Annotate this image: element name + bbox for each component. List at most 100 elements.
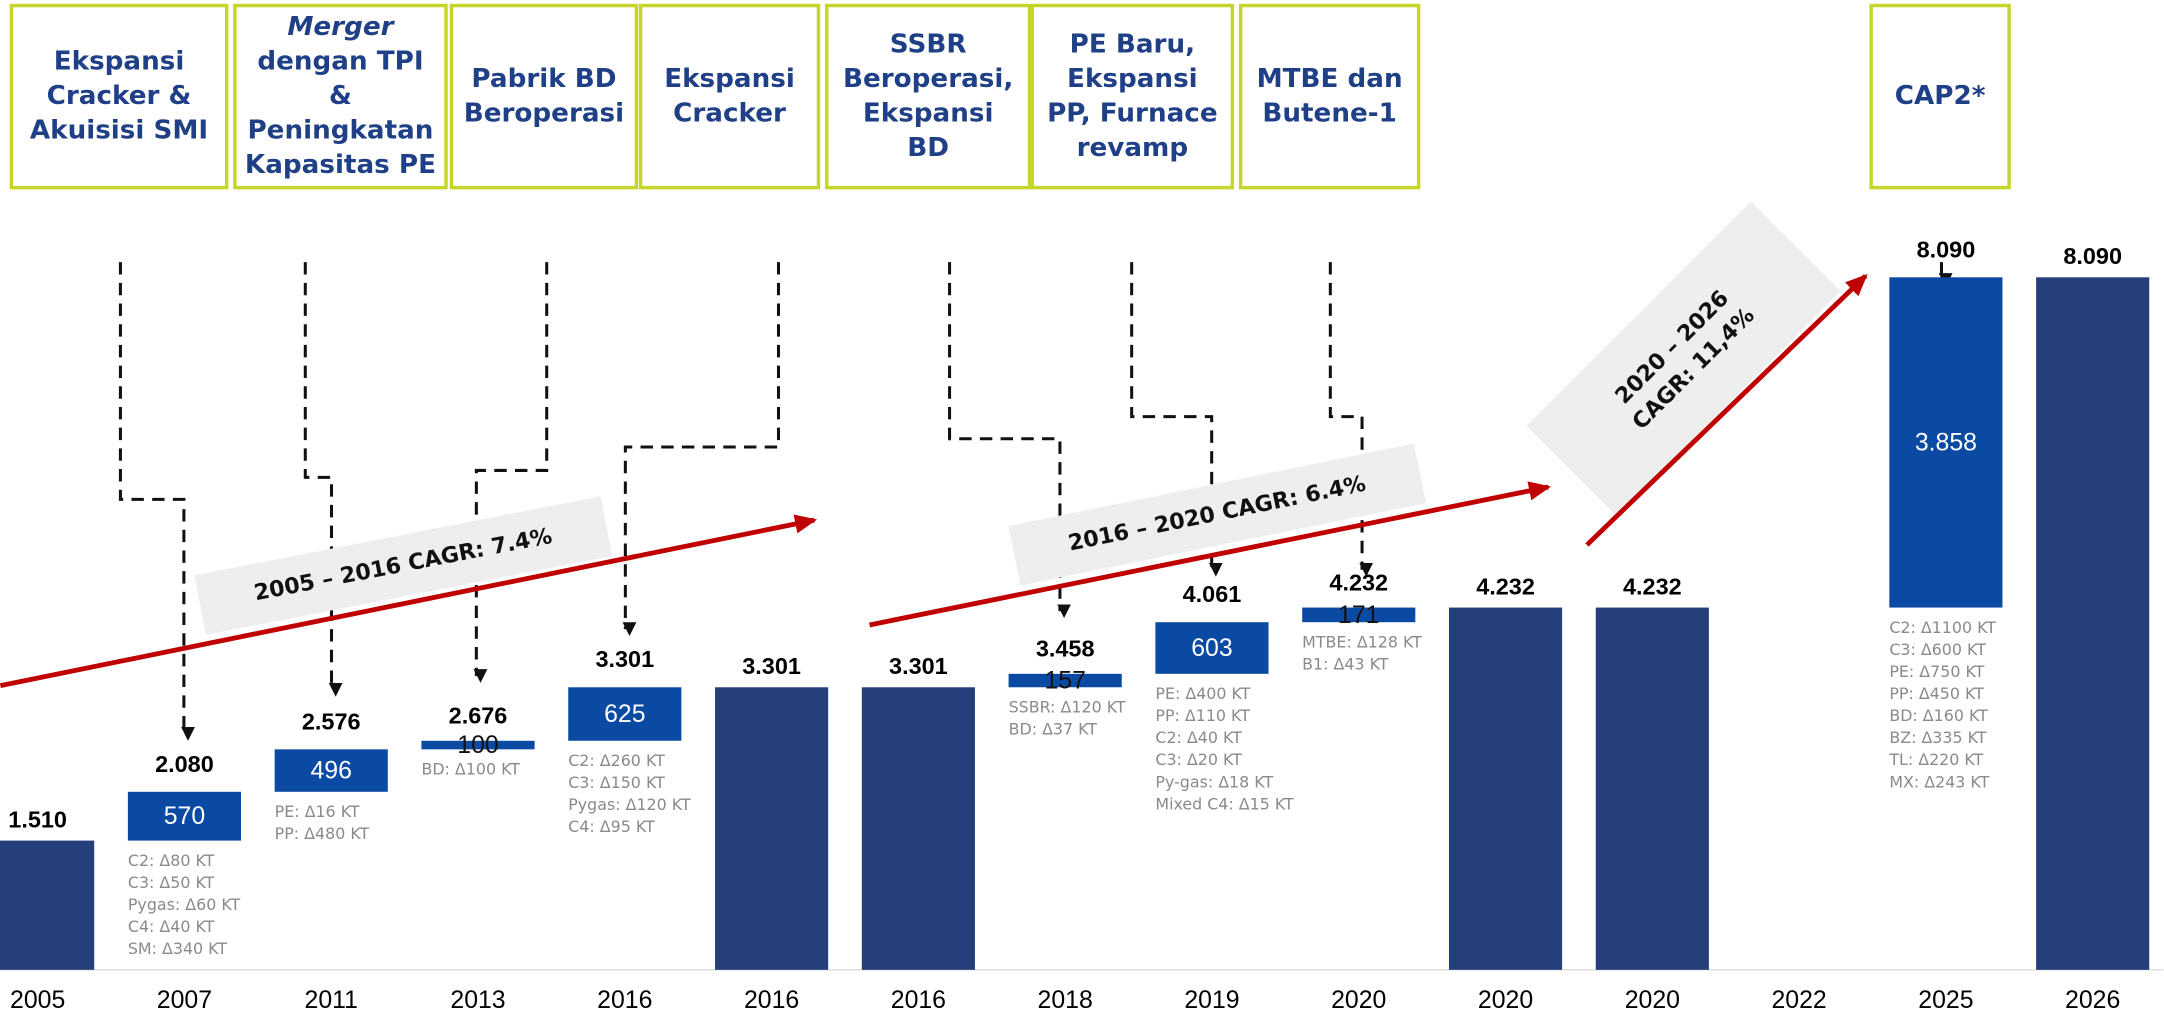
increment-label: 603 [1191,635,1232,662]
cagr-bg [1526,201,1841,516]
note: C4: Δ95 KT [568,817,655,836]
x-tick-label: 2019 [1184,987,1239,1014]
running-total-label: 2.080 [155,751,214,777]
milestone-box [638,3,821,190]
increment-label: 100 [457,732,498,759]
milestone-text: BD [907,133,949,163]
x-tick-label: 2016 [597,987,652,1014]
x-tick-label: 2013 [450,987,505,1014]
bar [0,840,95,970]
bar [127,791,242,841]
bar [861,687,975,970]
note: B1: Δ43 KT [1302,654,1389,673]
note: PE: Δ750 KT [1889,662,1984,681]
cagr-bg [1008,443,1427,586]
increment-label: 496 [311,758,352,785]
milestone-box [1869,3,2011,190]
bar [1155,622,1269,674]
milestone-text: Peningkatan [247,116,433,146]
note: SSBR: Δ120 KT [1009,697,1126,716]
bar [568,687,682,741]
bar [421,740,535,750]
note: BD: Δ100 KT [421,760,520,779]
total-label: 8.090 [2063,243,2122,269]
note: PE: Δ400 KT [1155,684,1250,703]
milestone-text: Butene-1 [1262,98,1396,128]
bar [1008,673,1122,688]
x-tick-label: 2022 [1771,987,1826,1014]
note: Pygas: Δ120 KT [568,795,691,814]
milestone-box [1030,3,1235,190]
note: BD: Δ37 KT [1009,720,1098,739]
note: C2: Δ260 KT [568,751,665,770]
milestone-text: Ekspansi [54,47,185,77]
x-tick-label: 2020 [1625,987,1680,1014]
milestone-text: SSBR [890,29,967,59]
x-tick-label: 2011 [305,987,358,1014]
connector [473,262,549,683]
milestone-text: Beroperasi, [843,64,1013,94]
bar [2036,277,2150,970]
note: SM: Δ340 KT [128,939,227,958]
total-label: 1.510 [8,806,67,832]
x-tick-label: 2005 [10,987,65,1014]
milestone-text: Pabrik BD [471,64,616,94]
milestone-text: Kapasitas PE [245,150,436,180]
milestone-text: Akuisisi SMI [30,116,208,146]
bar [1302,607,1416,623]
note: Py-gas: Δ18 KT [1155,772,1273,791]
milestone-box [825,3,1032,190]
connector [303,262,343,697]
running-total-label: 2.576 [302,708,361,734]
milestone-text: revamp [1077,133,1189,163]
note: C3: Δ600 KT [1889,640,1986,659]
bar [1595,607,1709,970]
milestone-text: Ekspansi [664,64,795,94]
milestone-text: Ekspansi [1067,64,1198,94]
milestone-text: MTBE dan [1257,64,1403,94]
note: PP: Δ480 KT [275,824,370,843]
running-total-label: 4.232 [1329,569,1388,595]
milestone-box [449,3,639,190]
milestone-text: CAP2* [1895,81,1986,111]
x-tick-label: 2026 [2065,987,2120,1014]
increment-label: 157 [1044,667,1085,694]
cagr-band: 2005 – 2016 CAGR: 7.4% [194,496,613,635]
note: MX: Δ243 KT [1889,772,1989,791]
increment-label: 171 [1338,602,1379,629]
milestone-text: Beroperasi [464,98,624,128]
note: C4: Δ40 KT [128,917,215,936]
bar [1448,607,1563,970]
milestone-box [233,3,448,190]
running-total-label: 3.458 [1036,636,1095,662]
note: Pygas: Δ60 KT [128,895,241,914]
increment-label: 570 [164,803,205,830]
x-tick-label: 2016 [891,987,946,1014]
note: MTBE: Δ128 KT [1302,632,1422,651]
milestone-text: & [329,81,352,111]
increment-label: 625 [604,701,645,728]
total-label: 4.232 [1476,573,1535,599]
x-tick-label: 2020 [1331,987,1386,1014]
x-tick-label: 2007 [157,987,212,1014]
note: C2: Δ1100 KT [1889,618,1996,637]
milestone-text: Cracker & [47,81,192,111]
note: C2: Δ80 KT [128,851,215,870]
note: C2: Δ40 KT [1155,728,1242,747]
note: Mixed C4: Δ15 KT [1155,794,1294,813]
connector [118,262,195,741]
total-label: 3.301 [889,653,948,679]
milestone-text: dengan TPI [257,47,423,77]
total-label: 4.232 [1623,573,1682,599]
note: C3: Δ150 KT [568,773,665,792]
milestone-text: Ekspansi [863,98,994,128]
milestone-text: PP, Furnace [1047,98,1218,128]
milestone-box [1238,3,1421,190]
x-tick-label: 2018 [1038,987,1093,1014]
running-total-label: 2.676 [449,703,508,729]
note: BZ: Δ335 KT [1889,728,1986,747]
increment-label: 3.858 [1915,429,1977,456]
running-total-label: 8.090 [1917,236,1976,262]
x-tick-label: 2020 [1478,987,1533,1014]
